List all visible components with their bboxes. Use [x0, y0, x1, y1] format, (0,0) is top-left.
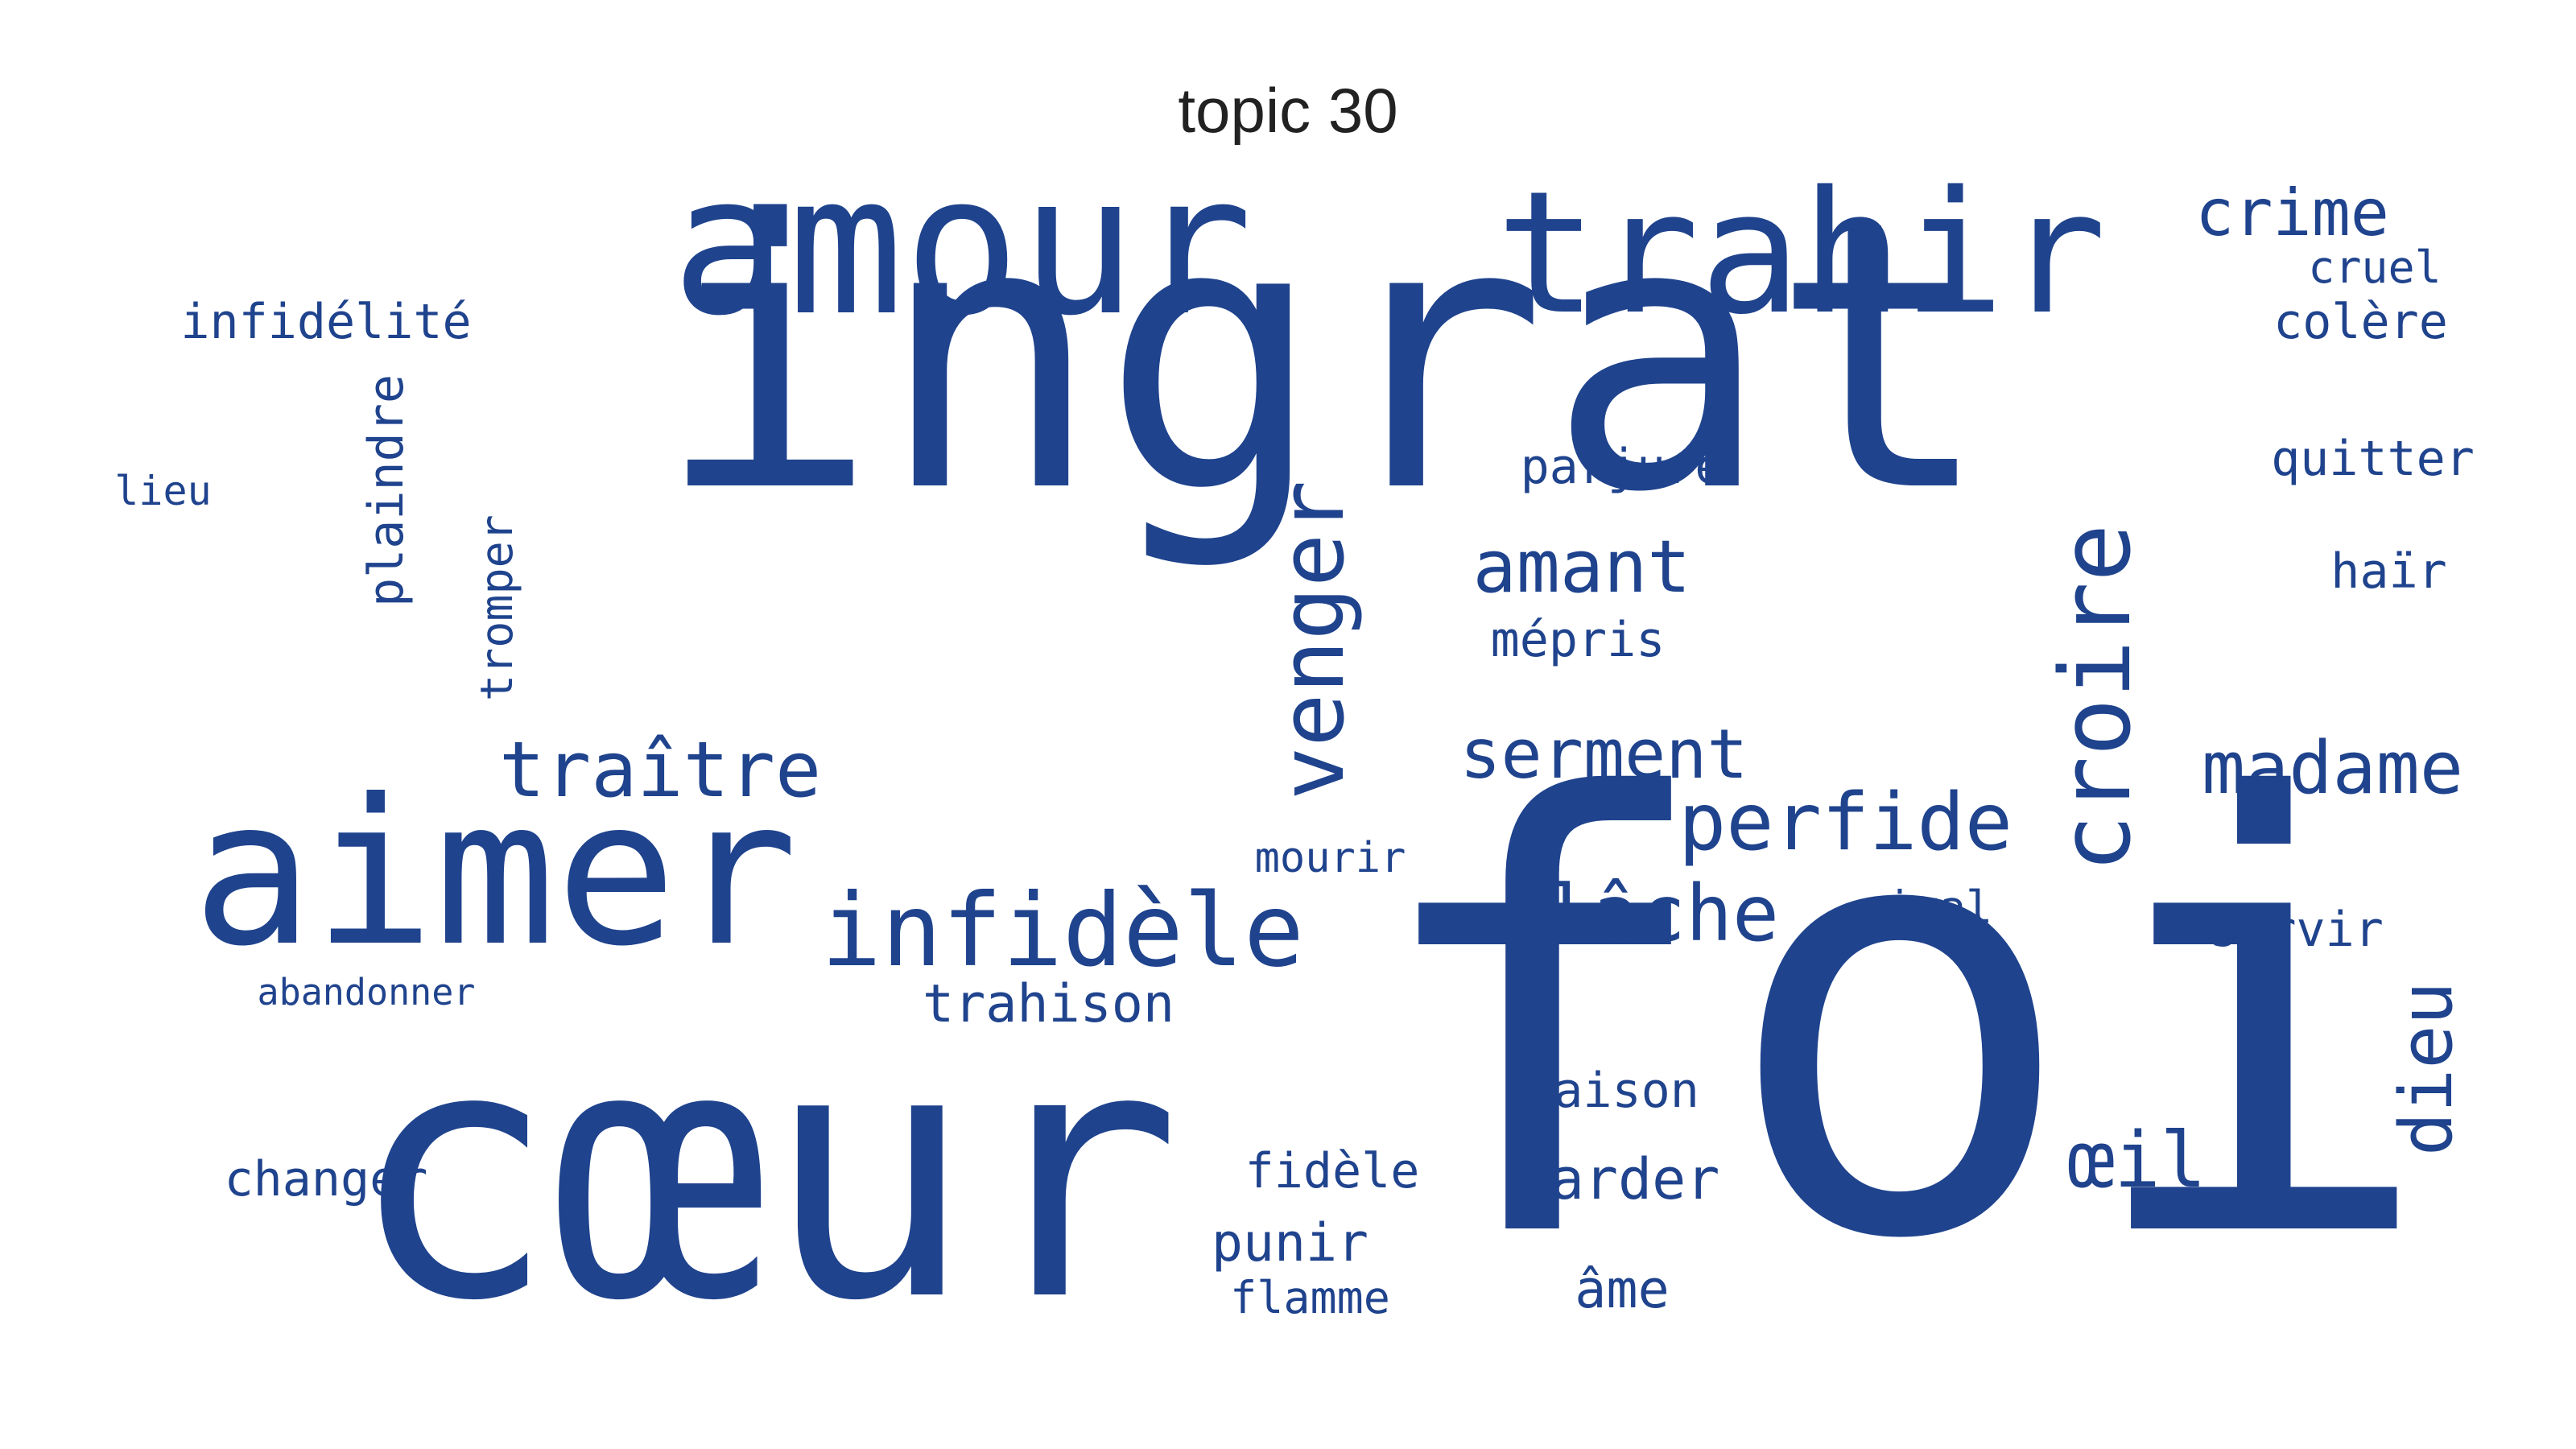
word-ame: âme — [1575, 1260, 1670, 1320]
word-changer: changer — [224, 1151, 428, 1208]
word-trahir: trahir — [1496, 155, 2107, 352]
word-amour: amour — [671, 133, 1253, 358]
word-infidele: infidèle — [821, 873, 1304, 990]
word-fidele: fidèle — [1245, 1143, 1420, 1199]
word-foi: foi — [1361, 675, 2438, 1369]
word-coeur: cœur — [348, 974, 1182, 1377]
word-servir: servir — [2209, 902, 2384, 958]
word-madame: madame — [2201, 726, 2464, 811]
word-mourir: mourir — [1254, 834, 1406, 882]
word-crime: crime — [2195, 175, 2389, 250]
word-flamme: flamme — [1230, 1272, 1390, 1323]
word-plaindre: plaindre — [358, 374, 415, 608]
word-cruel: cruel — [2308, 242, 2442, 293]
wordcloud-title: topic 30 — [1178, 75, 1398, 146]
word-mepris: mépris — [1490, 612, 1666, 668]
word-serment: serment — [1459, 715, 1748, 795]
word-parjure: parjure — [1520, 439, 1724, 495]
word-colere: colère — [2273, 294, 2448, 350]
word-oeil: œil — [2068, 1117, 2207, 1205]
word-hair: haïr — [2330, 543, 2447, 600]
word-croire: croire — [2041, 523, 2153, 873]
word-venger: venger — [1261, 480, 1364, 800]
word-raison: raison — [1525, 1063, 1699, 1119]
word-dieu: dieu — [2384, 981, 2469, 1156]
word-rival: rival — [1859, 881, 1993, 933]
word-infidelite: infidélité — [180, 294, 472, 350]
word-tromper: tromper — [471, 514, 522, 701]
word-amant: amant — [1472, 525, 1691, 609]
word-quitter: quitter — [2271, 431, 2475, 487]
word-lieu: lieu — [114, 468, 212, 514]
word-punir: punir — [1212, 1212, 1368, 1274]
word-garder: garder — [1516, 1146, 1720, 1212]
word-perfide: perfide — [1678, 777, 2013, 869]
word-traitre: traître — [498, 726, 822, 815]
word-abandonner: abandonner — [257, 971, 476, 1013]
word-trahison: trahison — [922, 974, 1175, 1034]
word-lache: lâche — [1546, 868, 1779, 959]
word-aimer: aimer — [192, 756, 799, 990]
word-ingrat: ingrat — [655, 142, 1993, 573]
